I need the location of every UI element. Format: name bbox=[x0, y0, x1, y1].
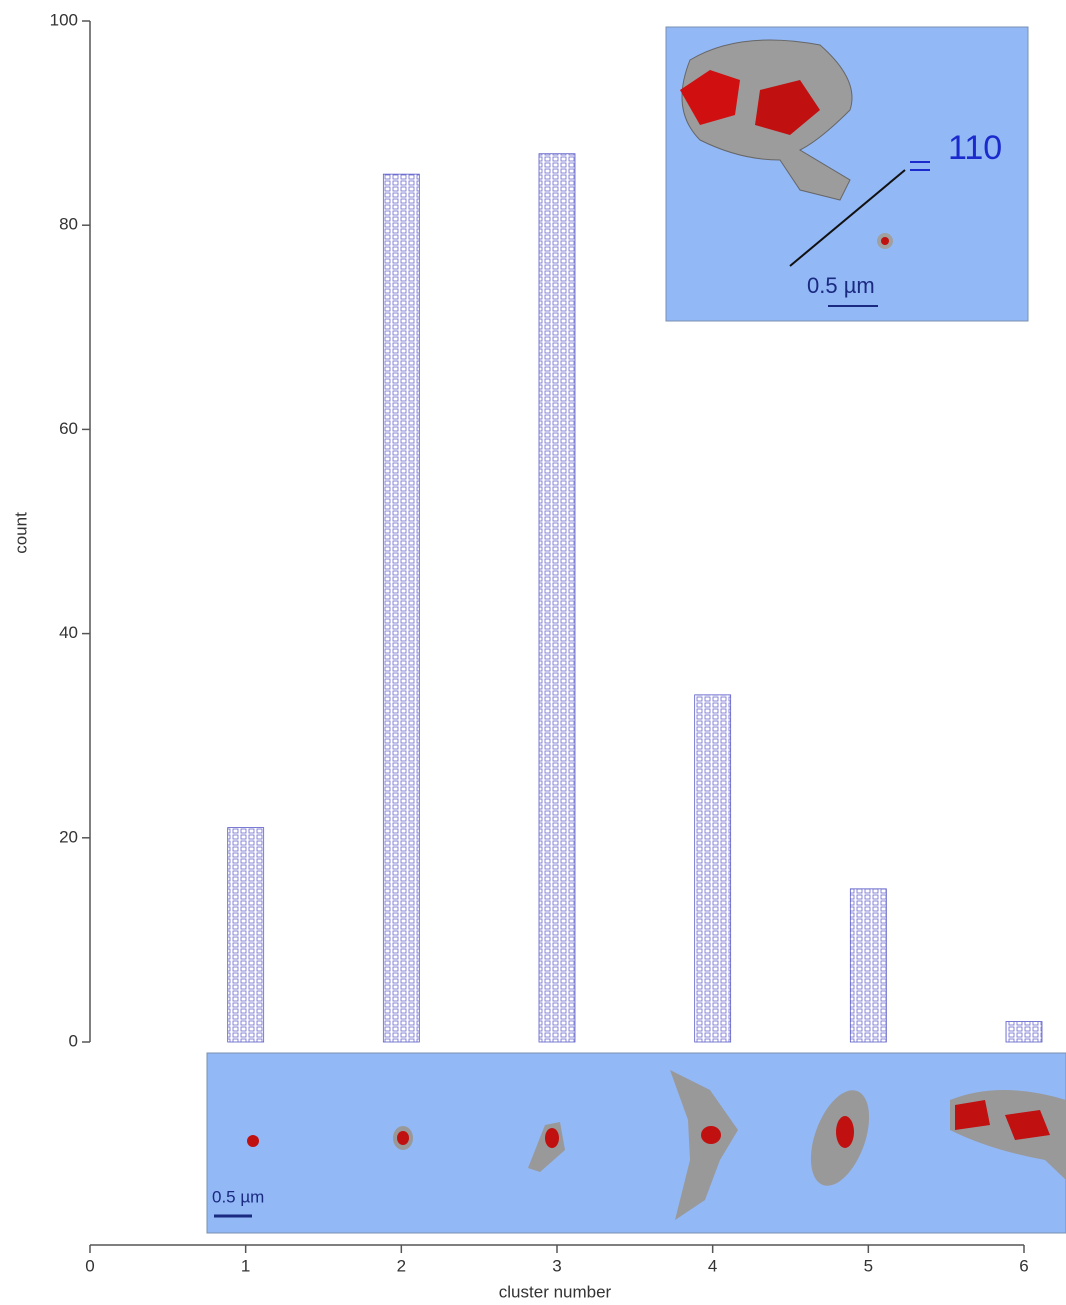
y-tick-label: 20 bbox=[59, 827, 78, 846]
bar bbox=[383, 174, 419, 1042]
x-tick-label: 5 bbox=[864, 1256, 873, 1275]
y-tick-label: 40 bbox=[59, 623, 78, 642]
y-tick-label: 100 bbox=[50, 10, 78, 29]
scale-label: 0.5 µm bbox=[807, 273, 875, 298]
chart: 110 0.5 µm 0.5 µm count cluster number 0… bbox=[0, 0, 1066, 1305]
bar bbox=[1006, 1022, 1042, 1042]
x-tick-label: 3 bbox=[552, 1256, 561, 1275]
bar bbox=[539, 154, 575, 1042]
x-axis-label: cluster number bbox=[499, 1282, 612, 1301]
inset-bottom: 0.5 µm bbox=[207, 1053, 1066, 1233]
x-tick-label: 4 bbox=[708, 1256, 717, 1275]
y-tick-label: 0 bbox=[69, 1031, 78, 1050]
x-tick-label: 6 bbox=[1019, 1256, 1028, 1275]
y-axis-label: count bbox=[11, 512, 30, 554]
x-tick-label: 2 bbox=[397, 1256, 406, 1275]
scale-label: 0.5 µm bbox=[212, 1187, 264, 1206]
bar bbox=[228, 828, 264, 1042]
bar bbox=[695, 695, 731, 1042]
y-tick-label: 60 bbox=[59, 419, 78, 438]
annotation: 110 bbox=[948, 129, 1002, 167]
x-tick-label: 0 bbox=[85, 1256, 94, 1275]
page: 110 0.5 µm 0.5 µm count cluster number 0… bbox=[0, 0, 1066, 1305]
y-tick-label: 80 bbox=[59, 215, 78, 234]
x-tick-label: 1 bbox=[241, 1256, 250, 1275]
inset-top: 110 0.5 µm bbox=[666, 27, 1028, 321]
bar bbox=[850, 889, 886, 1042]
